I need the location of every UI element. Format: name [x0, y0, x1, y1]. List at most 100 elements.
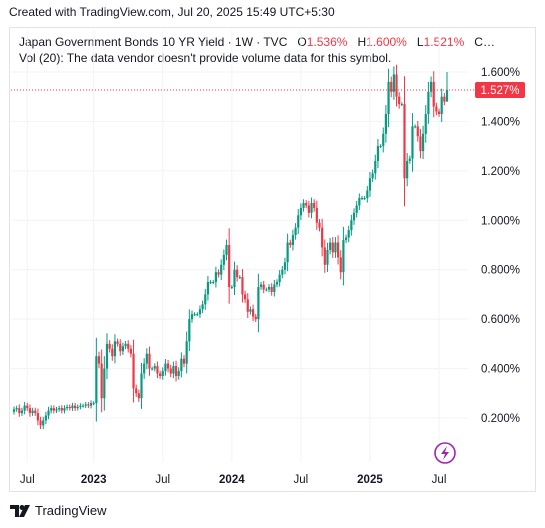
candle — [172, 361, 175, 379]
candle-body — [262, 284, 265, 290]
candle-body — [329, 242, 332, 250]
candle-body — [294, 227, 297, 236]
candle — [315, 200, 318, 230]
legend-open-label: O — [297, 35, 307, 49]
candle-body — [432, 81, 435, 107]
candle-body — [289, 242, 292, 245]
candle — [113, 334, 117, 364]
candle — [220, 259, 223, 281]
candle-body — [254, 316, 257, 320]
candle — [140, 362, 143, 409]
candle-body — [371, 173, 374, 179]
candle — [12, 406, 16, 415]
candle-body — [315, 207, 318, 223]
y-axis: 1.600% 1.400% 1.200% 1.000% 0.800% 0.600% 0.40… — [481, 67, 520, 425]
candle — [36, 408, 40, 426]
candle — [103, 356, 106, 411]
candle — [445, 72, 449, 102]
candle-body — [198, 309, 202, 315]
candle — [238, 275, 241, 280]
candle — [358, 193, 361, 211]
candle — [222, 249, 225, 271]
candle-body — [214, 272, 217, 283]
candle-body — [196, 314, 199, 316]
candle-body — [135, 388, 138, 394]
candle-body — [334, 242, 337, 253]
candle — [344, 234, 348, 243]
candle — [145, 348, 148, 370]
candle — [363, 196, 366, 201]
x-tick-label: Jul — [432, 474, 447, 486]
candle-body — [137, 393, 140, 399]
candle — [52, 405, 55, 414]
candle-body — [374, 160, 377, 174]
candle-body — [408, 158, 411, 161]
candle — [31, 407, 34, 416]
candle — [121, 342, 125, 355]
y-tick-label: 1.200% — [481, 166, 520, 178]
last-price-tag: 1.527% — [475, 82, 525, 99]
candle — [443, 93, 446, 106]
lightning-icon[interactable] — [434, 442, 456, 464]
candle-body — [34, 410, 37, 414]
candle-body — [217, 272, 220, 275]
candle — [100, 349, 103, 413]
candle-body — [344, 237, 348, 241]
candle-body — [331, 242, 334, 253]
candle-body — [108, 343, 111, 349]
x-tick-label: 2023 — [81, 474, 107, 486]
candle-body — [267, 287, 271, 290]
candle-body — [145, 353, 148, 364]
candle — [281, 266, 284, 279]
candle — [124, 341, 127, 350]
candle-body — [100, 363, 103, 399]
tradingview-footer[interactable]: TradingView — [10, 503, 107, 518]
chart-caption: Created with TradingView.com, Jul 20, 20… — [9, 5, 335, 19]
candle-body — [156, 366, 159, 374]
candle-body — [382, 133, 385, 147]
candle-body — [55, 409, 58, 411]
candle — [350, 214, 353, 236]
last-price-value: 1.527% — [480, 85, 519, 97]
candle — [286, 233, 289, 272]
y-tick-label: 0.200% — [481, 413, 520, 425]
candle — [26, 402, 29, 411]
candle — [81, 403, 85, 408]
candle-body — [26, 405, 29, 409]
candle — [299, 203, 302, 220]
candle-body — [39, 420, 42, 426]
candle-body — [355, 205, 358, 213]
candle-body — [403, 104, 406, 179]
candle — [390, 76, 393, 98]
candle-body — [220, 264, 223, 275]
candle-body — [299, 207, 302, 216]
candle-body — [89, 403, 93, 406]
candle — [212, 280, 215, 285]
candle — [273, 279, 276, 297]
candle-body — [132, 353, 135, 389]
candle-body — [140, 373, 143, 399]
candle — [313, 199, 316, 212]
candle — [164, 359, 167, 376]
candle-body — [238, 277, 241, 279]
candle-body — [384, 114, 388, 134]
candle — [408, 155, 411, 164]
legend-symbol[interactable]: Japan Government Bonds 10 YR Yield · 1W … — [19, 35, 288, 49]
candle-body — [257, 287, 260, 320]
candle-body — [159, 373, 162, 376]
candle-body — [313, 202, 316, 208]
candle — [196, 312, 199, 317]
candle-body — [71, 405, 74, 409]
candle-body — [297, 215, 300, 228]
candle-body — [177, 371, 180, 376]
candle-body — [421, 133, 425, 152]
candle — [143, 358, 146, 379]
candle — [400, 102, 403, 107]
candle — [28, 404, 32, 417]
candle-body — [443, 96, 446, 102]
candle — [127, 340, 130, 353]
candle-body — [20, 410, 24, 414]
candle-body — [172, 366, 175, 374]
candle — [307, 200, 310, 218]
